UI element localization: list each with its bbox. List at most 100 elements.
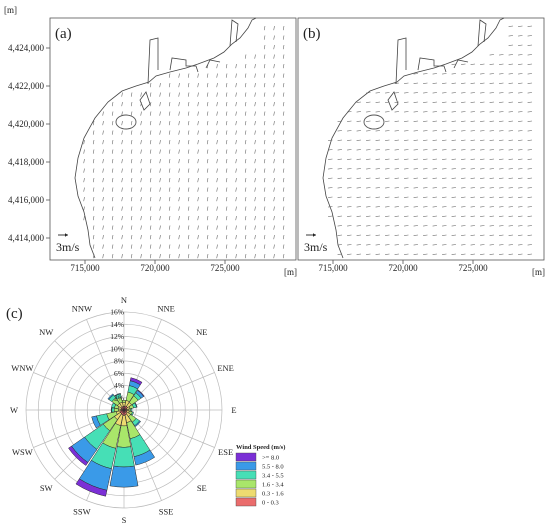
current-vector (254, 244, 256, 249)
y-tick-label: 4,424,000 (8, 43, 45, 53)
current-vector (225, 234, 228, 240)
current-vector (499, 63, 504, 65)
current-vector (366, 187, 371, 189)
current-vector (461, 244, 466, 246)
island-a (115, 114, 137, 130)
current-vector (394, 149, 400, 151)
current-vector (263, 63, 266, 69)
current-vector (149, 158, 152, 164)
current-vector (337, 177, 343, 179)
current-vector (225, 82, 228, 88)
current-vector (480, 225, 485, 227)
current-vector (102, 206, 104, 211)
current-vector (159, 120, 161, 126)
current-vector (527, 168, 533, 170)
current-vector (216, 130, 218, 135)
current-vector (263, 111, 266, 116)
current-vector (149, 149, 152, 154)
current-vector (404, 196, 409, 198)
current-vector (489, 92, 495, 94)
current-vector (385, 111, 390, 113)
current-vector (225, 130, 228, 135)
current-vector (442, 73, 447, 75)
current-vector (385, 101, 390, 103)
current-vector (140, 215, 142, 221)
current-vector (187, 234, 190, 240)
current-vector (282, 82, 285, 88)
current-vector (92, 177, 95, 183)
radial-tick-label: 10% (110, 344, 124, 353)
current-vector (263, 35, 266, 40)
current-vector (423, 149, 428, 151)
current-vector (375, 149, 381, 151)
current-vector (356, 130, 362, 132)
scale-label-b: 3m/s (304, 240, 328, 254)
current-vector (197, 253, 199, 259)
current-vector (375, 196, 381, 198)
current-vector (423, 111, 428, 113)
current-vector (263, 130, 266, 135)
current-vector (130, 120, 133, 126)
current-vector (187, 101, 190, 107)
current-vector (168, 73, 171, 78)
current-vector (130, 234, 133, 240)
windrose-sector-se (134, 420, 142, 428)
current-vector (527, 225, 533, 227)
y-tick-label: 4,416,000 (8, 195, 45, 205)
current-vector (394, 244, 400, 246)
current-vector (168, 196, 171, 202)
current-vector (225, 149, 228, 154)
current-vector (140, 120, 142, 126)
current-vector (404, 130, 409, 132)
current-vector (149, 82, 152, 88)
current-vector (111, 225, 114, 230)
current-vector (508, 206, 514, 208)
current-vector (432, 120, 438, 122)
current-vector (159, 168, 161, 173)
current-vector (394, 234, 400, 236)
current-vector (375, 101, 381, 103)
current-vector (366, 158, 371, 160)
current-vector (442, 215, 447, 217)
current-vector (178, 253, 180, 259)
current-vector (480, 206, 485, 208)
current-vector (282, 225, 285, 230)
current-vector (159, 196, 161, 202)
scale-arrowhead-a (65, 233, 68, 237)
current-vector (385, 253, 390, 255)
current-vector (404, 149, 409, 151)
current-vector (527, 35, 533, 37)
current-vector (111, 149, 114, 154)
current-vector (394, 168, 400, 170)
current-vector (216, 120, 218, 126)
current-vector (263, 206, 266, 211)
x-tick-labels-a: 715,000 720,000 725,000 (70, 260, 240, 273)
current-vector (337, 120, 343, 122)
current-vector (263, 158, 266, 164)
current-vector (273, 253, 275, 259)
current-vector (385, 206, 390, 208)
current-vector (423, 234, 428, 236)
current-vector (111, 177, 114, 183)
current-vector (356, 111, 362, 113)
current-vector (375, 234, 381, 236)
current-vector (273, 149, 275, 154)
current-vector (206, 187, 209, 192)
current-vector (178, 234, 180, 240)
current-vector (451, 158, 457, 160)
current-vector (282, 244, 285, 249)
current-vector (385, 196, 390, 198)
current-vector (225, 196, 228, 202)
current-vector (244, 120, 247, 126)
current-vector (423, 196, 428, 198)
current-vector (121, 139, 123, 145)
current-vector (451, 120, 457, 122)
current-vector (102, 139, 104, 145)
current-vector (178, 130, 180, 135)
current-vector (273, 63, 275, 69)
current-vector (83, 168, 85, 173)
current-vector (413, 130, 419, 132)
current-vector (178, 111, 180, 116)
current-vector (197, 92, 199, 97)
current-vector (92, 187, 95, 192)
